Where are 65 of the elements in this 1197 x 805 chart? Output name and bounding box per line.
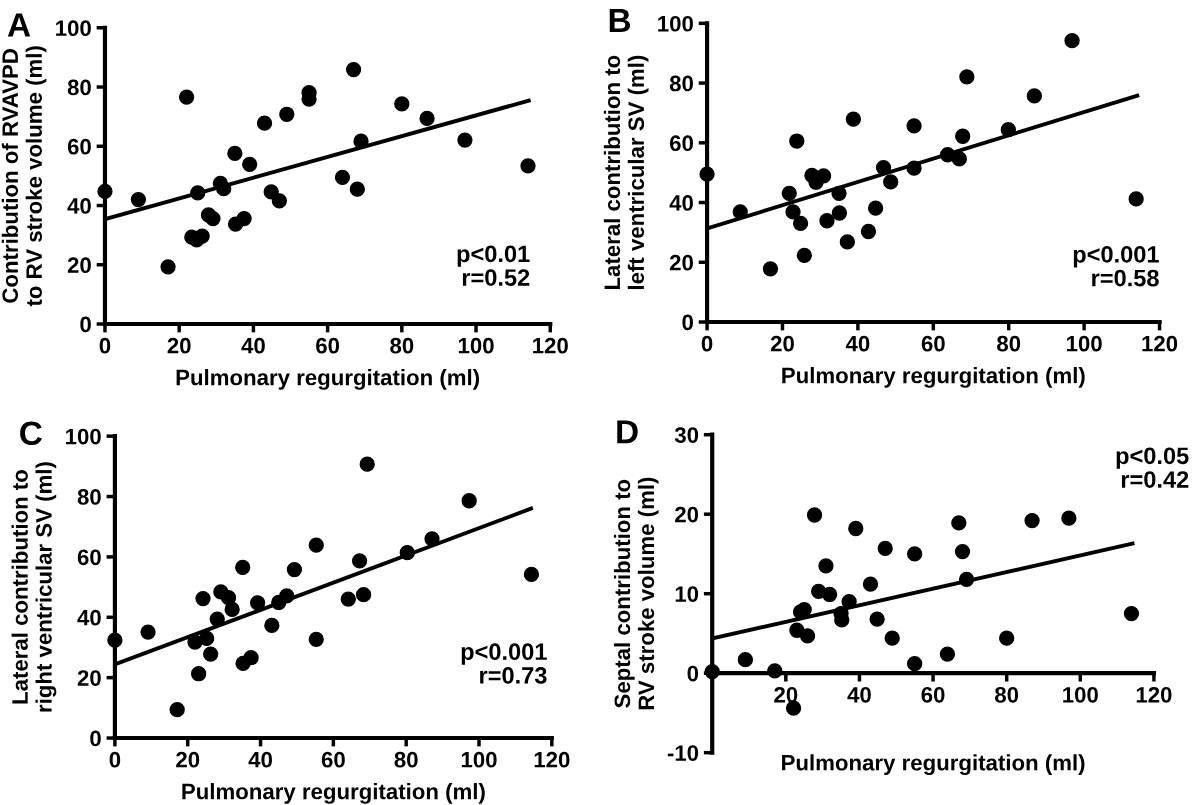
x-axis-title: Pulmonary regurgitation (ml) (182, 783, 485, 804)
y-axis-title: Lateral contribution to right ventricular SV (ml) (11, 462, 57, 712)
y-tick-label: 100 (56, 20, 91, 37)
y-tick-label: 40 (669, 195, 693, 211)
y-tick-label: 30 (674, 427, 699, 443)
y-tick-label: 20 (675, 506, 699, 523)
y-tick-label: 80 (669, 75, 693, 92)
y-tick-label: 20 (67, 257, 91, 274)
x-tick-label: 80 (394, 751, 418, 768)
x-tick-label: 100 (1063, 686, 1098, 703)
y-tick-label: 60 (669, 135, 693, 152)
x-tick-label: 60 (921, 686, 945, 703)
x-tick-label: 20 (770, 335, 794, 352)
y-tick-label: 0 (90, 730, 101, 747)
y-tick-label: 20 (77, 670, 101, 686)
chart-title: A (7, 13, 31, 37)
x-tick-label: 0 (701, 335, 713, 352)
chart-title: B (609, 9, 631, 32)
chart-title: D (617, 420, 638, 444)
y-axis-title: Septal contribution to RV stroke volume (ml) (613, 477, 659, 710)
y-tick-label: 80 (77, 489, 101, 505)
x-tick-label: 100 (458, 337, 494, 354)
x-tick-label: 20 (774, 686, 798, 703)
x-tick-label: 40 (248, 751, 272, 768)
x-tick-label: 20 (176, 751, 200, 768)
y-axis-title: Contribution of RVAVPD to RV stroke volume (ml) (1, 46, 47, 307)
x-axis-title: Pulmonary regurgitation (ml) (782, 367, 1085, 388)
x-axis-title: Pulmonary regurgitation (ml) (782, 754, 1085, 776)
y-tick-label: 0 (80, 316, 91, 333)
x-tick-label: 80 (995, 686, 1019, 703)
x-tick-label: 120 (534, 751, 570, 768)
x-tick-label: 20 (167, 337, 191, 354)
annotation: p<0.001 r=0.73 (461, 643, 547, 684)
x-tick-label: 40 (241, 337, 265, 354)
y-tick-label: -10 (667, 745, 699, 761)
x-tick-label: 60 (321, 751, 345, 768)
y-tick-label: 40 (67, 198, 91, 214)
y-tick-label: 100 (66, 428, 101, 445)
y-axis-title: Lateral contribution to left ventricular SV (ml) (603, 55, 649, 290)
x-tick-label: 100 (1066, 335, 1102, 352)
y-tick-label: 60 (67, 138, 91, 155)
y-tick-label: 20 (669, 254, 693, 271)
annotation: p<0.01 r=0.52 (457, 245, 530, 286)
x-tick-label: 80 (997, 335, 1021, 352)
x-tick-label: 120 (533, 337, 568, 354)
x-tick-label: 120 (1142, 335, 1178, 352)
x-tick-label: 120 (1136, 686, 1172, 703)
y-tick-label: 80 (67, 79, 91, 96)
x-tick-label: 40 (847, 686, 871, 703)
y-tick-label: 0 (687, 665, 699, 682)
chart-title: C (20, 421, 42, 446)
annotation: p<0.05 r=0.42 (1116, 447, 1189, 488)
y-tick-label: 10 (675, 586, 699, 602)
x-tick-label: 80 (390, 337, 414, 354)
x-tick-label: 60 (316, 337, 340, 354)
x-tick-label: 100 (461, 751, 497, 768)
x-tick-label: 60 (921, 335, 945, 352)
y-tick-label: 60 (77, 549, 101, 566)
x-axis-title: Pulmonary regurgitation (ml) (176, 369, 479, 390)
y-tick-label: 100 (658, 15, 693, 32)
x-tick-label: 0 (109, 751, 121, 768)
annotation: p<0.001 r=0.58 (1073, 246, 1159, 287)
x-tick-label: 40 (845, 335, 870, 352)
y-tick-label: 40 (77, 609, 101, 626)
y-tick-label: 0 (682, 314, 693, 331)
